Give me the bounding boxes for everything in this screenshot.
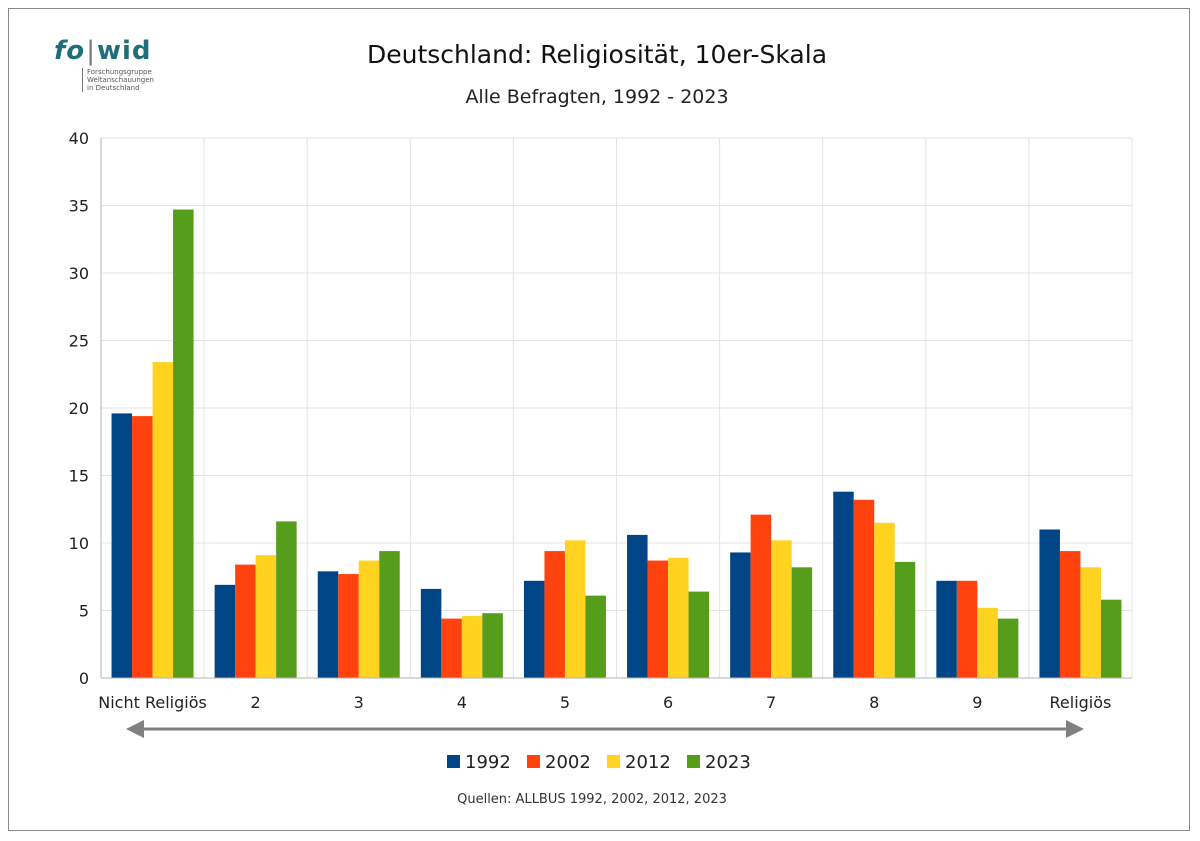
bar [564,540,586,678]
legend: 1992 2002 2012 2023 [447,752,751,773]
chart-frame [8,8,1190,831]
legend-swatch [447,755,460,768]
legend-label: 2012 [625,752,671,773]
bar [977,607,998,678]
x-axis: Nicht Religiös 2 3 4 5 6 7 8 9 Religiös [98,677,1132,712]
y-tick-label: 20 [69,399,89,418]
bar [1059,551,1081,678]
bar [276,521,297,678]
y-tick-label: 0 [79,669,89,688]
x-tick-label: 6 [663,693,673,712]
x-tick-label: 7 [766,693,776,712]
x-tick-label: 3 [354,693,364,712]
bar [627,534,648,678]
bar [544,551,565,678]
chart-title: Deutschland: Religiosität, 10er-Skala [367,40,827,69]
y-tick-label: 5 [79,602,89,621]
bar [482,613,503,678]
bar [173,209,194,679]
bar [420,588,442,678]
bar [956,580,978,678]
bar [894,561,916,678]
y-tick-label: 40 [69,129,89,148]
bar [461,615,483,678]
bar [441,618,462,678]
legend-swatch [527,755,540,768]
bar [668,557,689,678]
legend-label: 1992 [465,752,511,773]
bar [255,555,277,678]
bar [338,574,359,678]
bar [853,499,875,678]
bar [750,514,772,678]
bar [791,567,813,678]
bars [111,209,1122,679]
x-tick-label: 5 [560,693,570,712]
bar [111,413,133,678]
source-note: Quellen: ALLBUS 1992, 2002, 2012, 2023 [457,792,727,807]
bar [379,551,400,678]
bar [523,580,545,678]
y-tick-label: 25 [69,332,89,351]
bar [1039,529,1060,678]
bar [874,522,895,678]
y-tick-label: 10 [69,534,89,553]
bar [833,491,854,678]
bar [132,416,153,678]
bar [214,584,236,678]
y-tick-label: 30 [69,264,89,283]
logo-wordmark: fo|wid [54,36,152,66]
y-tick-label: 35 [69,197,89,216]
bar [152,362,174,678]
legend-label: 2023 [705,752,751,773]
x-tick-label: 2 [251,693,261,712]
legend-swatch [607,755,620,768]
bar [688,591,710,678]
bar [730,552,751,678]
x-tick-label: 8 [869,693,879,712]
legend-swatch [687,755,700,768]
scale-arrow [126,720,1084,738]
x-tick-label: Nicht Religiös [98,693,207,712]
x-tick-label: 9 [972,693,982,712]
fowid-logo: fo|wid Forschungsgruppe Weltanschauungen… [54,38,164,98]
logo-tagline: Forschungsgruppe Weltanschauungen in Deu… [82,68,154,92]
bar [1100,599,1122,678]
bar [647,560,669,678]
x-tick-label: 4 [457,693,467,712]
bar [317,571,339,678]
y-axis: 0 5 10 15 20 25 30 35 40 [69,129,102,688]
bar [358,560,380,678]
bar [771,540,792,678]
bar [997,618,1019,678]
bar [585,595,606,678]
y-tick-label: 15 [69,467,89,486]
bar [936,580,957,678]
legend-label: 2002 [545,752,591,773]
chart-subtitle: Alle Befragten, 1992 - 2023 [465,86,728,108]
bar [235,564,256,678]
bar [1080,567,1101,678]
x-tick-label: Religiös [1050,693,1112,712]
